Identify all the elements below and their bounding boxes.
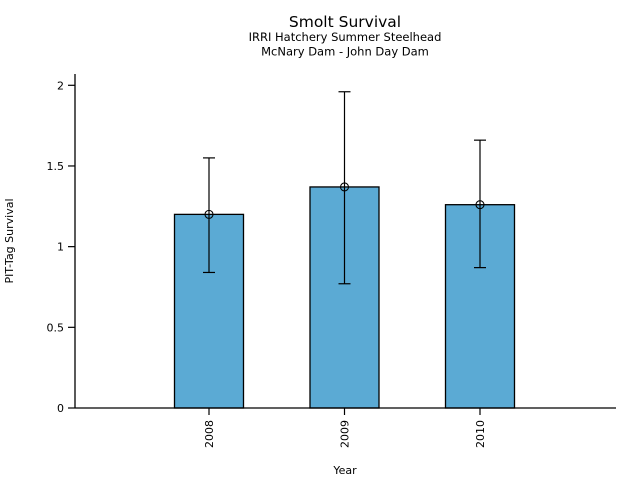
x-axis-label: Year <box>332 464 357 477</box>
chart-subtitle-line2: McNary Dam - John Day Dam <box>261 45 429 59</box>
point-marker-2010 <box>475 200 485 210</box>
x-tick-label-2009: 2009 <box>339 420 352 448</box>
y-tick-label-0: 0 <box>57 402 64 415</box>
chart-title: Smolt Survival <box>289 13 401 31</box>
chart-subtitle-line1: IRRI Hatchery Summer Steelhead <box>249 30 442 44</box>
y-tick-label-1.5: 1.5 <box>47 160 65 173</box>
x-tick-label-2008: 2008 <box>203 420 216 448</box>
point-marker-2008 <box>204 209 214 219</box>
x-tick-label-2010: 2010 <box>474 420 487 448</box>
y-tick-label-2: 2 <box>57 79 64 92</box>
plot-area: 2008 2009 2010 0 0.5 1 1.5 2 <box>47 74 616 448</box>
y-tick-label-1: 1 <box>57 241 64 254</box>
y-axis-label: PIT-Tag Survival <box>3 198 16 283</box>
y-tick-label-0.5: 0.5 <box>47 321 65 334</box>
point-marker-2009 <box>339 182 350 192</box>
